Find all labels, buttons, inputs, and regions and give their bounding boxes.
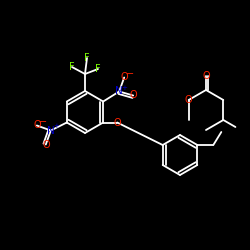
- Text: O: O: [185, 95, 192, 105]
- Text: −: −: [126, 68, 134, 78]
- Text: O: O: [120, 72, 128, 83]
- Text: O: O: [129, 90, 137, 101]
- Text: −: −: [39, 116, 47, 126]
- Text: +: +: [121, 84, 127, 90]
- Text: +: +: [53, 124, 59, 130]
- Text: O: O: [42, 140, 50, 149]
- Text: F: F: [95, 64, 101, 74]
- Text: O: O: [113, 118, 121, 128]
- Text: O: O: [33, 120, 41, 130]
- Text: O: O: [202, 71, 210, 81]
- Text: N: N: [115, 86, 123, 97]
- Text: F: F: [69, 62, 75, 72]
- Text: N: N: [47, 126, 55, 136]
- Text: F: F: [84, 53, 90, 63]
